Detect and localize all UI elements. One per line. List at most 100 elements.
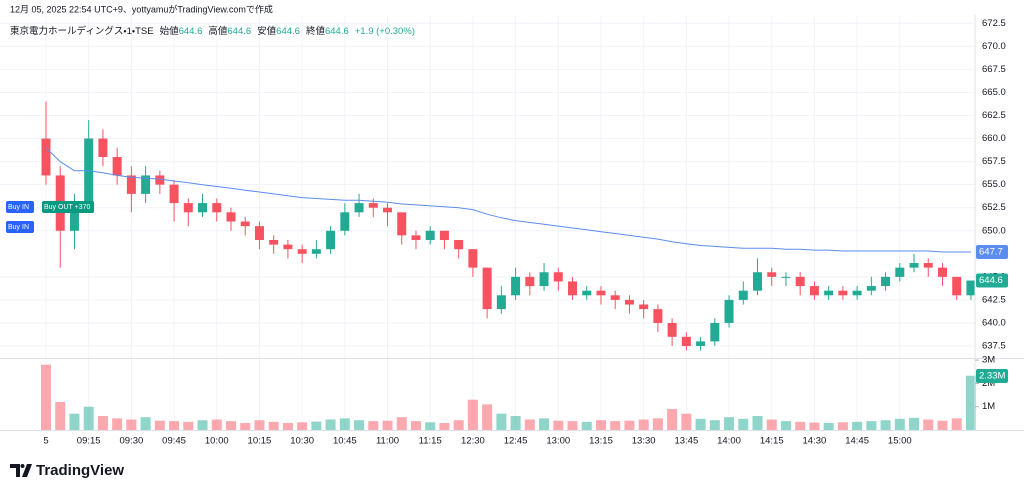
trade-marker: Buy OUT +370 [42,201,94,213]
candle-body [482,267,492,310]
x-tick-label: 13:00 [546,436,570,447]
volume-bar [667,409,678,430]
candle-body [297,249,307,254]
volume-bar [126,419,137,430]
volume-bar [809,422,820,430]
y-tick-label: 650.0 [982,225,1006,236]
volume-bar [354,420,365,430]
volume-bar [823,423,834,430]
volume-bar [880,420,891,430]
candle-body [596,290,606,296]
candle-body [738,290,748,300]
volume-bar [738,418,749,430]
volume-bar [553,420,564,430]
vwap-line [45,147,971,253]
volume-bar [211,419,222,430]
candle-body [923,263,933,268]
trade-marker-label: Buy OUT +370 [44,204,90,211]
candle-body [696,341,706,347]
candle-body [169,184,179,204]
volume-bar [695,418,706,430]
volume-bar [467,399,478,430]
volume-tick-label: 3M [982,355,995,366]
volume-tick-label: 2M [982,378,995,389]
volume-bar [752,416,763,430]
volume-bar [624,420,635,430]
trade-marker-bg [6,221,34,233]
candle-body [795,276,805,287]
x-tick-label: 09:45 [162,436,186,447]
candle-body [425,230,435,240]
volume-bar [169,421,180,430]
x-tick-label: 14:45 [845,436,869,447]
candle-body [952,276,962,296]
vwap-badge-bg [976,244,1008,259]
candle-body [468,249,478,268]
y-tick-label: 667.5 [982,64,1006,75]
candle-body [895,267,905,277]
legend-value: 644.6 [179,26,203,37]
candle-body [198,203,208,213]
volume-bar [225,421,236,430]
volume-bar [254,420,265,430]
candle-body [112,156,122,176]
candle-body [226,212,236,222]
candle-body [240,221,250,227]
candle-body [269,239,279,245]
candle-body [724,299,734,323]
legend: 東京電力ホールディングス・1・TSE 始値644.6 高値644.6 安値644.6 終… [10,25,415,37]
volume-bar [795,421,806,430]
candle-body [966,280,976,296]
volume-bar [638,419,649,430]
volume-bar [496,413,507,430]
caption: 12月 05, 2025 22:54 UTC+9、yottyamuがTradin… [10,3,273,14]
volume-bar [510,416,521,430]
candle-body [397,212,407,236]
candle-body [183,203,193,213]
volume-bar [183,421,194,430]
volume-bar [894,418,905,430]
volume-bar [311,421,322,430]
candle-body [838,290,848,296]
legend-change: +1.9 (+0.30%) [355,26,415,37]
volume-bar [439,423,450,430]
volume-bar [780,421,791,430]
x-tick-label: 5 [43,436,48,447]
candle-body [937,267,947,277]
volume-bar [240,423,251,430]
volume-bar [112,418,123,430]
candle-body [881,276,891,287]
trade-marker: Buy IN [6,201,34,213]
candle-body [553,272,563,282]
candle-body [311,249,321,254]
x-tick-label: 14:30 [803,436,827,447]
x-tick-label: 15:00 [888,436,912,447]
logo-text: TradingView [36,462,124,479]
volume-bar [766,419,777,430]
y-tick-label: 640.0 [982,317,1006,328]
volume-bar [396,417,407,430]
y-tick-label: 642.5 [982,294,1006,305]
y-tick-label: 660.0 [982,133,1006,144]
volume-tick-label: 1M [982,401,995,412]
y-tick-label: 670.0 [982,41,1006,52]
candle-body [681,336,691,347]
candle-body [254,226,264,240]
volume-bar [410,421,421,430]
legend-symbol: 東京電力ホールディングス・1・TSE [10,25,154,37]
volume-bar [97,416,108,430]
trade-marker: Buy IN [6,221,34,233]
logo[interactable]: TradingView [10,462,124,479]
y-tick-label: 655.0 [982,179,1006,190]
candle-body [753,272,762,291]
volume-bar [83,406,94,430]
x-tick-label: 13:15 [589,436,613,447]
candle-body [141,175,151,194]
candle-body [639,304,649,310]
candle-body [411,235,421,240]
candle-body [439,230,449,240]
x-tick-label: 10:30 [290,436,314,447]
legend-label: 高値 [208,25,228,37]
candle-body [383,207,393,213]
volume-bar [453,420,464,430]
